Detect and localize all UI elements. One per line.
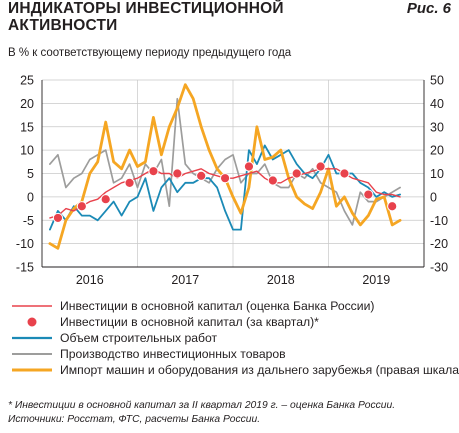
legend-label-invest-quarterly: Инвестиции в основной капитал (за кварта… xyxy=(60,315,319,329)
y-left-tick-label: 20 xyxy=(20,97,34,111)
legend-item-production: Производство инвестиционных товаров xyxy=(8,346,453,362)
series-marker-invest_quarterly xyxy=(291,168,302,179)
x-tick-label: 2019 xyxy=(362,273,390,287)
y-left-tick-label: 25 xyxy=(20,74,34,88)
y-left-tick-label: -15 xyxy=(16,261,34,275)
y-right-tick-label: 0 xyxy=(430,190,437,204)
x-tick-label: 2017 xyxy=(171,273,199,287)
x-tick-label: 2018 xyxy=(267,273,295,287)
series-marker-invest_quarterly xyxy=(100,194,111,205)
legend-swatch-invest-quarterly xyxy=(26,316,38,328)
x-tick-label: 2016 xyxy=(76,273,104,287)
y-left-tick-label: 10 xyxy=(20,144,34,158)
series-marker-invest_quarterly xyxy=(243,161,255,172)
chart-title: ИНДИКАТОРЫ ИНВЕСТИЦИОННОЙ АКТИВНОСТИ xyxy=(8,0,348,34)
footer: * Инвестиции в основной капитал за II кв… xyxy=(8,399,395,427)
series-marker-invest_quarterly xyxy=(124,177,135,188)
y-right-tick-label: 30 xyxy=(430,120,444,134)
series-marker-invest_quarterly xyxy=(363,189,374,200)
title-line-2: АКТИВНОСТИ xyxy=(8,17,118,34)
series-line-import xyxy=(48,83,402,250)
sources: Источники: Росстат, ФТС, расчеты Банка Р… xyxy=(8,414,261,425)
legend-label-invest-estimate: Инвестиции в основной капитал (оценка Ба… xyxy=(60,299,375,313)
series-marker-invest_quarterly xyxy=(339,168,350,179)
legend-label-construction: Объем строительных работ xyxy=(60,331,218,345)
legend-item-import: Импорт машин и оборудования из дальнего … xyxy=(8,362,459,378)
legend-item-invest-estimate: Инвестиции в основной капитал (оценка Ба… xyxy=(8,298,453,314)
series-marker-invest_quarterly xyxy=(148,166,159,177)
series-marker-invest_quarterly xyxy=(267,175,278,186)
y-left-tick-label: -10 xyxy=(16,237,34,251)
y-left-tick-label: -5 xyxy=(23,214,34,228)
y-left-tick-label: 15 xyxy=(20,120,34,134)
y-right-tick-label: 10 xyxy=(430,167,444,181)
chart-area: -15 -10 -5 0 5 10 15 20 25 -30 -20 -10 0 10 20 30 40 50 20… xyxy=(16,74,448,288)
legend-label-import: Импорт машин и оборудования из дальнего … xyxy=(60,363,459,377)
y-right-tick-label: 50 xyxy=(430,74,444,88)
y-right-tick-label: -20 xyxy=(430,237,448,251)
series-marker-invest_quarterly xyxy=(76,201,87,212)
legend-label-production: Производство инвестиционных товаров xyxy=(60,347,286,361)
series-marker-invest_quarterly xyxy=(219,173,231,184)
y-right-tick-label: 40 xyxy=(430,97,444,111)
y-left-tick-label: 0 xyxy=(27,190,34,204)
series-marker-invest_quarterly xyxy=(315,161,326,172)
series-line-production xyxy=(49,97,401,226)
figure-label: Рис. 6 xyxy=(406,0,451,17)
y-right-tick-label: 20 xyxy=(430,144,444,158)
legend-swatch-invest-estimate xyxy=(12,305,52,307)
legend-item-construction: Объем строительных работ xyxy=(8,330,453,346)
series-marker-invest_quarterly xyxy=(52,212,64,224)
series-marker-invest_quarterly xyxy=(196,170,207,181)
series-marker-invest_quarterly xyxy=(387,201,398,212)
y-right-tick-label: -10 xyxy=(430,214,448,228)
legend-swatch-import xyxy=(12,368,52,372)
legend: Инвестиции в основной капитал (оценка Ба… xyxy=(8,298,459,378)
footnote: * Инвестиции в основной капитал за II кв… xyxy=(8,400,396,411)
chart-subtitle: В % к соответствующему периоду предыдуще… xyxy=(8,47,292,59)
series-marker-invest_quarterly xyxy=(172,168,183,179)
legend-swatch-production xyxy=(12,353,52,355)
y-left-tick-label: 5 xyxy=(27,167,34,181)
legend-swatch-construction xyxy=(12,336,52,340)
y-right-tick-label: -30 xyxy=(430,261,448,275)
legend-item-invest-quarterly: Инвестиции в основной капитал (за кварта… xyxy=(8,314,453,330)
title-line-1: ИНДИКАТОРЫ ИНВЕСТИЦИОННОЙ xyxy=(8,0,284,17)
